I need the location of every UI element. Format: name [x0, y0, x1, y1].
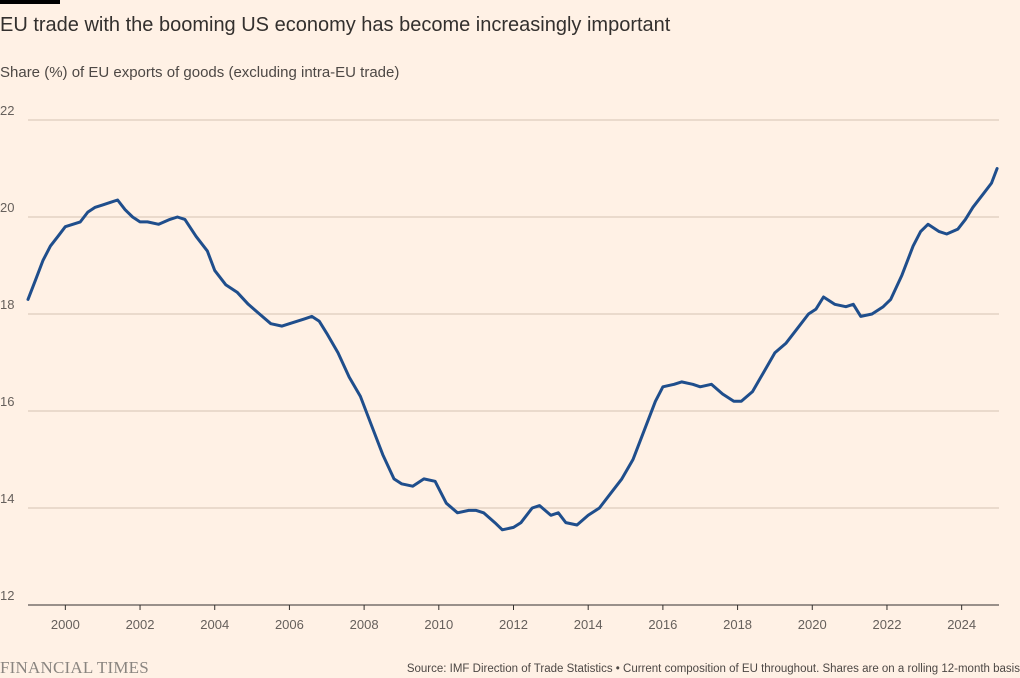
x-tick-label: 2010: [424, 617, 453, 632]
x-tick-label: 2002: [126, 617, 155, 632]
x-tick-label: 2016: [648, 617, 677, 632]
chart-subtitle: Share (%) of EU exports of goods (exclud…: [0, 64, 400, 81]
y-tick-label: 22: [0, 103, 14, 118]
y-tick-label: 12: [0, 588, 14, 603]
brand-bar: [0, 0, 60, 4]
y-tick-label: 20: [0, 200, 14, 215]
x-tick-label: 2012: [499, 617, 528, 632]
y-tick-label: 16: [0, 394, 14, 409]
financial-times-logo: FINANCIAL TIMES: [0, 658, 149, 677]
x-tick-label: 2004: [200, 617, 229, 632]
y-tick-label: 14: [0, 491, 14, 506]
y-tick-label: 18: [0, 297, 14, 312]
x-tick-label: 2000: [51, 617, 80, 632]
x-tick-label: 2018: [723, 617, 752, 632]
series-line-us-share: [26, 167, 999, 532]
x-tick-label: 2008: [350, 617, 379, 632]
x-tick-label: 2006: [275, 617, 304, 632]
source-note: Source: IMF Direction of Trade Statistic…: [406, 663, 1020, 675]
x-tick-label: 2024: [947, 617, 976, 632]
chart-title: EU trade with the booming US economy has…: [0, 14, 671, 36]
x-tick-label: 2022: [873, 617, 902, 632]
x-tick-label: 2020: [798, 617, 827, 632]
x-tick-label: 2014: [574, 617, 603, 632]
